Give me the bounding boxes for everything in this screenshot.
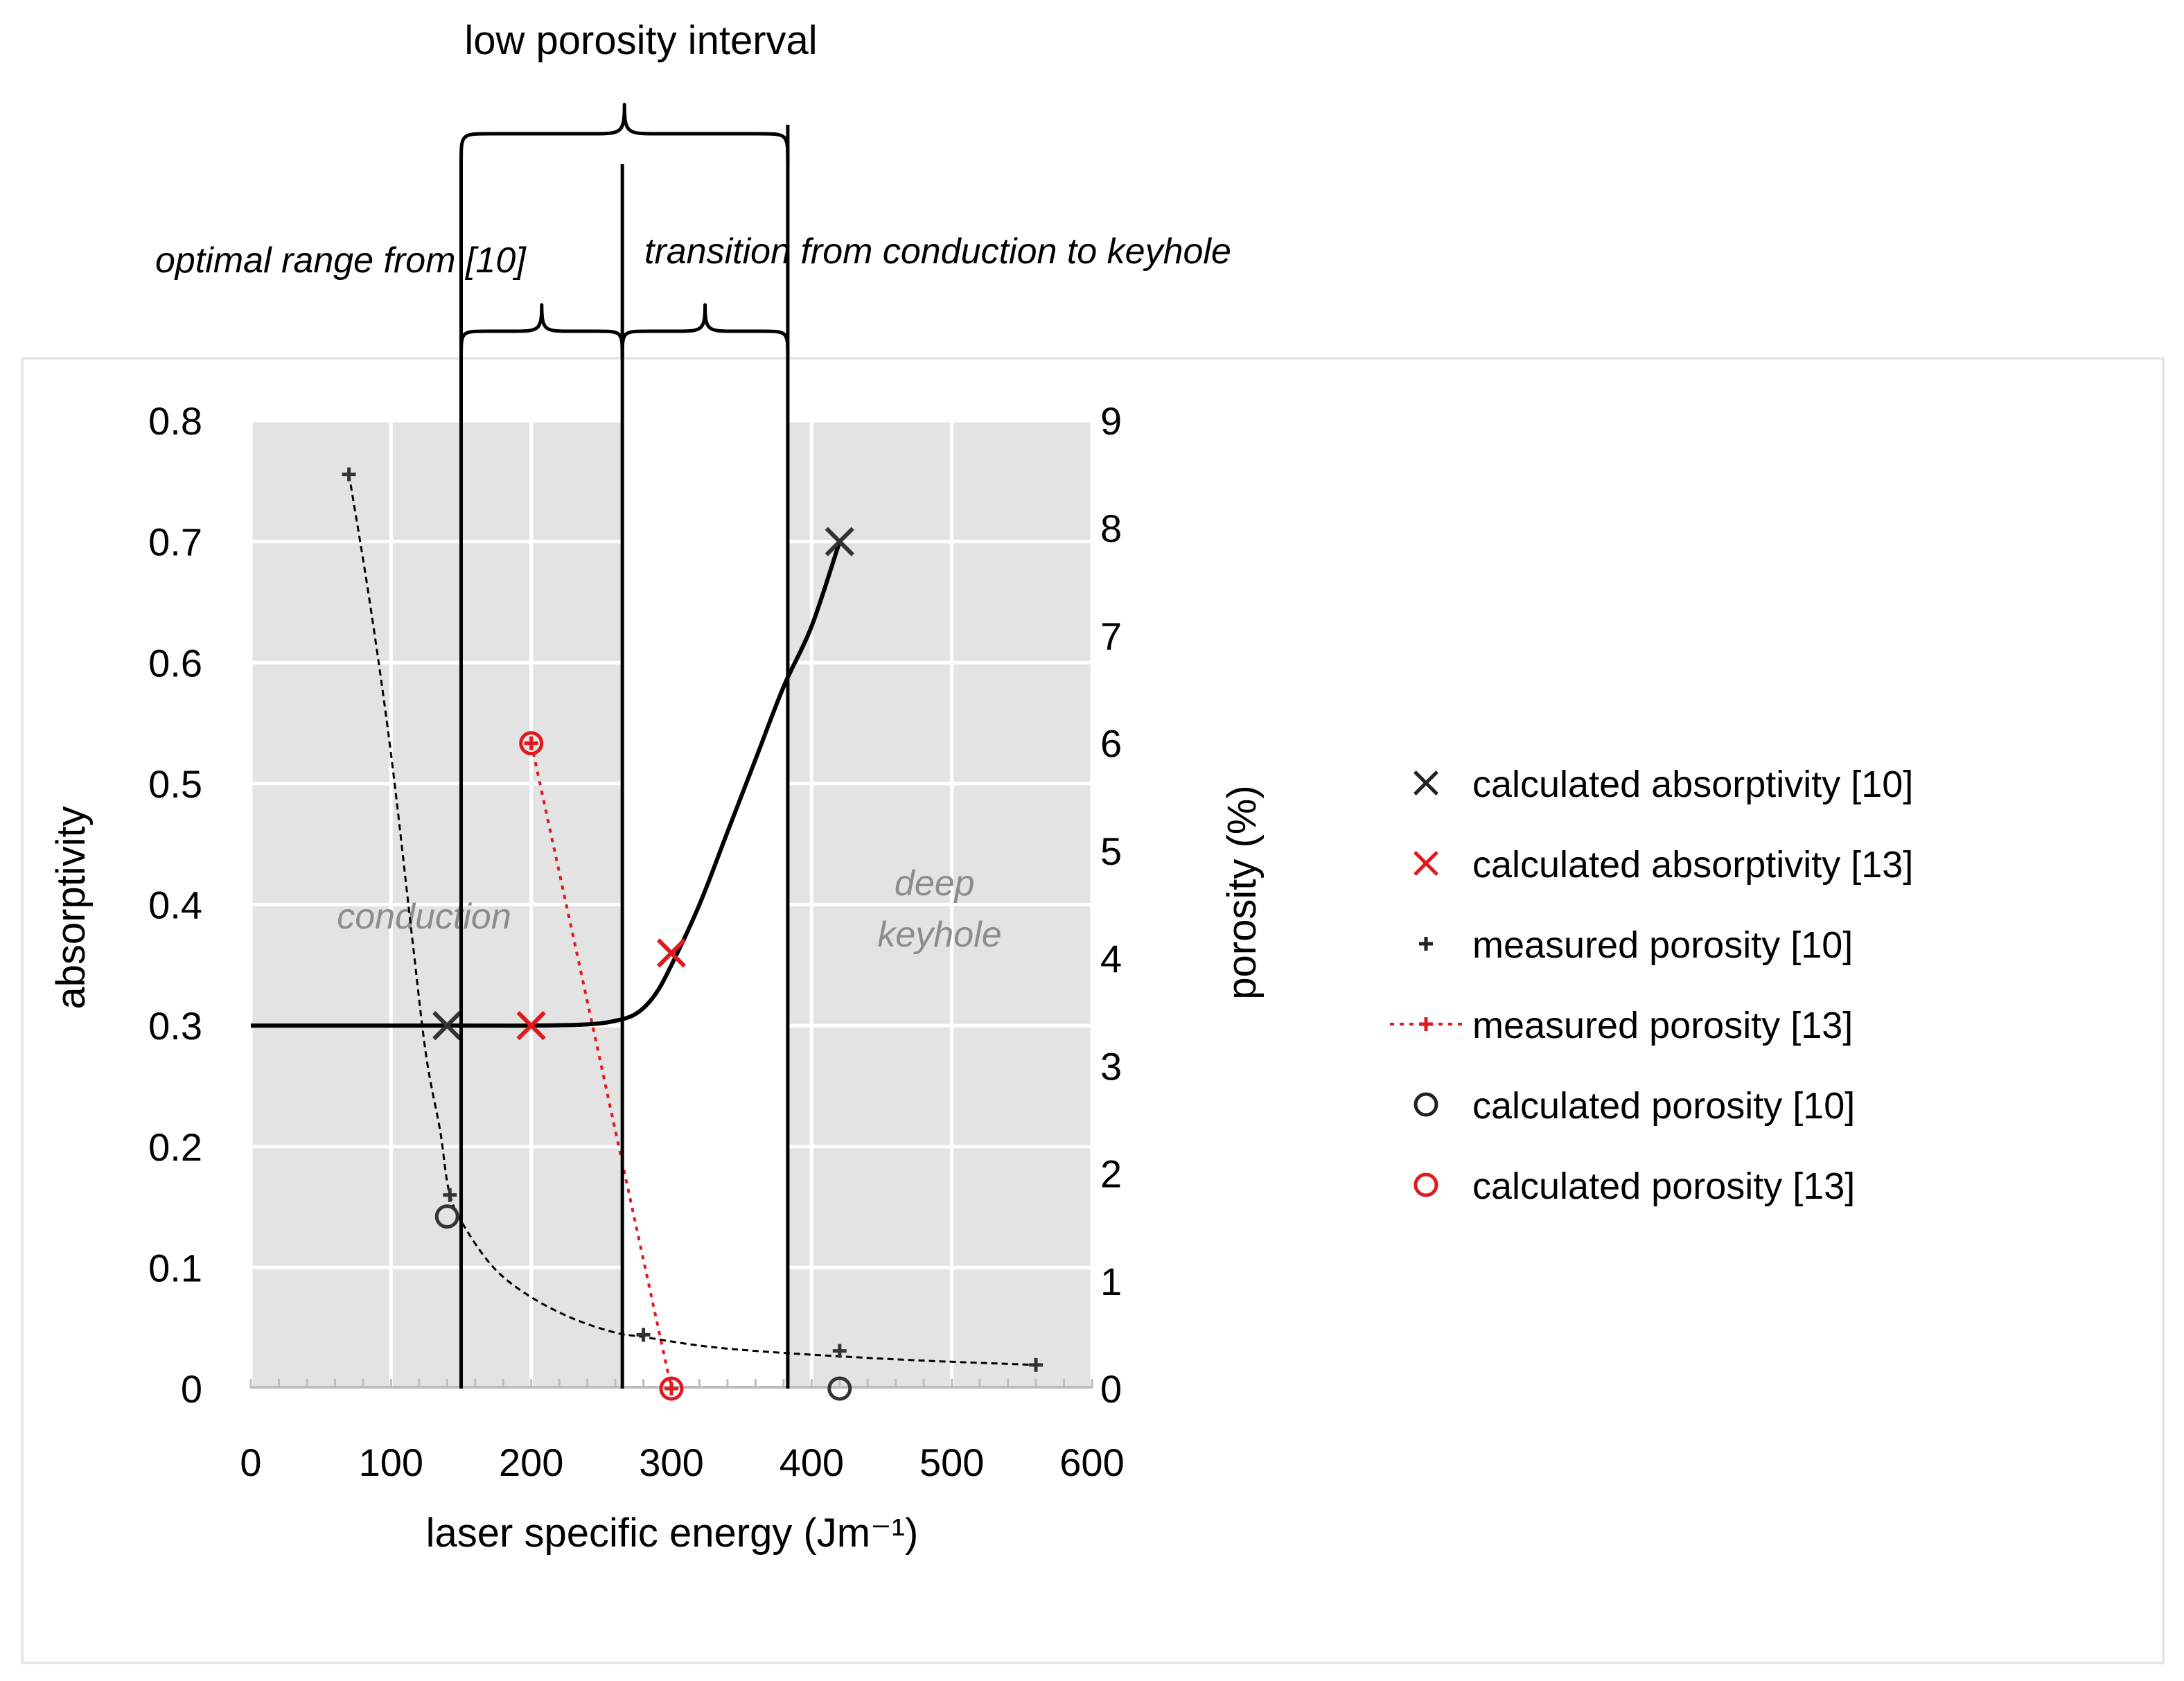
x-tick-label-200: 200 (499, 1441, 563, 1484)
y-left-tick-label-0.4: 0.4 (148, 883, 202, 927)
point-calculated-porosity-10-0 (434, 1204, 459, 1229)
point-measured-porosity-13-0 (524, 736, 538, 750)
legend-marker-measured-porosity-10 (1419, 937, 1433, 951)
legend-label-measured-porosity-13: measured porosity [13] (1472, 1005, 1853, 1046)
y-axis-right-title: porosity (%) (1219, 785, 1265, 999)
brace-optimal-range (459, 303, 624, 360)
x-tick-label-400: 400 (780, 1441, 844, 1484)
point-calculated-porosity-10-1 (827, 1376, 852, 1401)
y-right-tick-label-4: 4 (1100, 937, 1122, 980)
y-right-tick-label-7: 7 (1100, 614, 1122, 658)
y-left-tick-label-0.3: 0.3 (148, 1004, 202, 1048)
series-line-measured-porosity-13 (529, 743, 673, 1389)
figure-frame (21, 357, 2165, 1664)
y-axis-left-title: absorptivity (49, 806, 94, 1009)
point-calculated-porosity-13-0 (519, 731, 544, 756)
fit-line-absorptivity (250, 540, 842, 1028)
region-label-keyhole: keyhole (877, 915, 1001, 955)
y-left-tick-label-0.2: 0.2 (148, 1125, 202, 1169)
annotation-optimal-range: optimal range from [10] (155, 240, 527, 281)
legend-marker-measured-porosity-13 (1419, 1017, 1433, 1031)
legend-label-calculated-absorptivity-13: calculated absorptivity [13] (1472, 844, 1913, 886)
legend-marker-calculated-porosity-13 (1414, 1172, 1438, 1197)
x-axis-title: laser specific energy (Jm⁻¹) (426, 1511, 919, 1556)
point-measured-porosity-10-3 (832, 1344, 847, 1358)
point-measured-porosity-10-1 (443, 1188, 457, 1202)
svg-text:deep keyhole: deep keyhole (877, 863, 1001, 955)
y-left-tick-label-0.8: 0.8 (148, 399, 202, 443)
point-measured-porosity-10-4 (1029, 1357, 1043, 1372)
point-measured-porosity-13-1 (664, 1382, 678, 1396)
y-left-tick-label-0: 0 (181, 1367, 202, 1411)
point-calculated-porosity-13-1 (659, 1376, 684, 1401)
legend: calculated absorptivity [10] calculated a… (1390, 764, 1913, 1207)
y-right-tick-label-0: 0 (1100, 1367, 1122, 1411)
y-right-tick-label-9: 9 (1100, 399, 1122, 443)
x-tick-label-600: 600 (1059, 1441, 1124, 1484)
point-calculated-absorptivity-10-1 (825, 527, 854, 556)
legend-marker-calculated-porosity-10 (1414, 1092, 1438, 1117)
y-left-tick-label-0.5: 0.5 (148, 762, 202, 806)
point-calculated-absorptivity-13-1 (656, 938, 687, 968)
x-tick-label-100: 100 (359, 1441, 423, 1484)
legend-marker-calculated-absorptivity-10 (1414, 771, 1438, 795)
legend-label-calculated-absorptivity-10: calculated absorptivity [10] (1472, 764, 1913, 805)
y-left-tick-label-0.6: 0.6 (148, 641, 202, 685)
x-tick-label-500: 500 (919, 1441, 984, 1484)
region-label-deep: deep (895, 863, 975, 904)
y-right-tick-label-3: 3 (1100, 1044, 1122, 1088)
legend-label-calculated-porosity-13: calculated porosity [13] (1472, 1165, 1855, 1207)
y-right-tick-label-6: 6 (1100, 722, 1122, 766)
annotation-transition: transition from conduction to keyhole (644, 231, 1231, 272)
legend-marker-calculated-absorptivity-13 (1414, 851, 1438, 876)
y-right-tick-label-5: 5 (1100, 829, 1122, 873)
brace-transition (620, 303, 790, 360)
point-measured-porosity-10-0 (342, 467, 356, 482)
region-label-conduction: conduction (337, 897, 511, 937)
legend-label-calculated-porosity-10: calculated porosity [10] (1472, 1085, 1855, 1127)
brace-low-porosity-interval (459, 103, 790, 165)
legend-label-measured-porosity-10: measured porosity [10] (1472, 924, 1853, 966)
point-calculated-absorptivity-10-0 (432, 1011, 462, 1041)
y-right-tick-label-2: 2 (1100, 1152, 1122, 1196)
y-right-tick-label-8: 8 (1100, 507, 1122, 550)
point-measured-porosity-10-2 (636, 1328, 651, 1342)
x-tick-label-300: 300 (639, 1441, 703, 1484)
y-left-tick-label-0.1: 0.1 (148, 1246, 202, 1290)
header-low-porosity-interval: low porosity interval (464, 18, 817, 63)
y-left-tick-label-0.7: 0.7 (148, 520, 202, 564)
y-right-tick-label-1: 1 (1100, 1260, 1122, 1303)
x-tick-label-0: 0 (240, 1441, 261, 1484)
point-calculated-absorptivity-13-0 (516, 1011, 546, 1041)
